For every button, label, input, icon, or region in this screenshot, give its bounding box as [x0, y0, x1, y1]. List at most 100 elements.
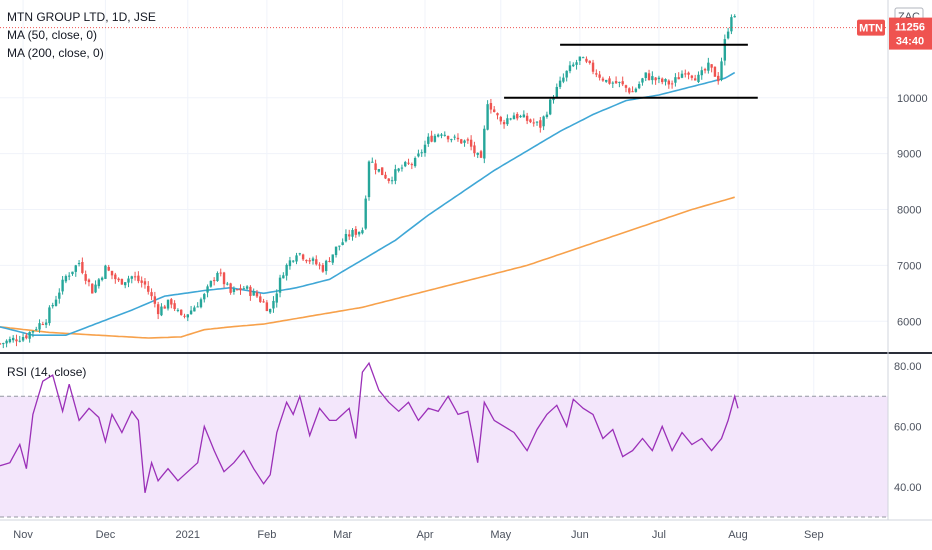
candle-body[interactable] [18, 340, 21, 342]
candle-body[interactable] [219, 272, 222, 274]
candle-body[interactable] [180, 309, 183, 315]
candle-body[interactable] [446, 135, 450, 140]
candle-body[interactable] [354, 228, 358, 235]
candle-body[interactable] [143, 281, 147, 285]
candle-body[interactable] [717, 75, 720, 82]
rsi-legend[interactable]: RSI (14, close) [7, 365, 87, 379]
candle-body[interactable] [670, 83, 674, 85]
candle-body[interactable] [390, 180, 394, 182]
candle-body[interactable] [535, 121, 539, 123]
candle-body[interactable] [252, 291, 255, 296]
candle-body[interactable] [71, 271, 74, 275]
candle-body[interactable] [107, 266, 110, 271]
candle-body[interactable] [48, 307, 51, 324]
candle-body[interactable] [469, 139, 473, 147]
candle-body[interactable] [285, 264, 288, 276]
candle-body[interactable] [239, 288, 242, 291]
candle-body[interactable] [450, 139, 453, 141]
candle-body[interactable] [473, 145, 476, 154]
candle-body[interactable] [697, 74, 700, 83]
candle-body[interactable] [397, 168, 400, 171]
candle-body[interactable] [147, 285, 150, 292]
candle-body[interactable] [618, 81, 621, 83]
candle-body[interactable] [199, 299, 203, 308]
candle-body[interactable] [644, 72, 647, 78]
candle-body[interactable] [565, 70, 568, 78]
candle-body[interactable] [512, 115, 516, 120]
candle-body[interactable] [664, 79, 667, 82]
candle-body[interactable] [595, 73, 598, 75]
candle-body[interactable] [94, 284, 97, 293]
candle-body[interactable] [275, 293, 278, 303]
candle-body[interactable] [661, 78, 664, 83]
candle-body[interactable] [687, 72, 690, 75]
candle-body[interactable] [84, 274, 87, 281]
candle-body[interactable] [539, 120, 542, 128]
candle-body[interactable] [35, 329, 38, 331]
candle-body[interactable] [707, 62, 710, 71]
candle-body[interactable] [196, 306, 199, 308]
candle-body[interactable] [311, 258, 315, 261]
candle-body[interactable] [621, 81, 624, 85]
candle-body[interactable] [268, 309, 272, 313]
candle-body[interactable] [41, 324, 45, 326]
candle-body[interactable] [357, 231, 361, 235]
candle-body[interactable] [400, 167, 404, 169]
candle-body[interactable] [54, 299, 58, 306]
candle-body[interactable] [348, 234, 351, 237]
candle-body[interactable] [720, 61, 723, 80]
candle-body[interactable] [713, 66, 717, 77]
candle-body[interactable] [173, 303, 176, 310]
candle-body[interactable] [127, 278, 130, 283]
candle-body[interactable] [605, 79, 608, 82]
candle-body[interactable] [232, 289, 236, 293]
candle-body[interactable] [328, 260, 331, 262]
candle-body[interactable] [420, 152, 423, 154]
candle-body[interactable] [176, 309, 180, 311]
candle-body[interactable] [305, 259, 308, 262]
candle-body[interactable] [542, 116, 545, 127]
candle-body[interactable] [212, 280, 216, 282]
candle-body[interactable] [278, 277, 282, 293]
candle-body[interactable] [123, 282, 127, 286]
candle-body[interactable] [110, 270, 114, 276]
candle-body[interactable] [667, 80, 671, 85]
candle-body[interactable] [453, 136, 456, 138]
candle-body[interactable] [367, 161, 371, 198]
candle-body[interactable] [614, 81, 618, 84]
candle-body[interactable] [133, 276, 137, 278]
candle-body[interactable] [163, 306, 166, 309]
candle-body[interactable] [578, 56, 582, 61]
candle-body[interactable] [28, 332, 31, 339]
candle-body[interactable] [97, 279, 101, 287]
candle-body[interactable] [222, 272, 226, 285]
candle-body[interactable] [206, 286, 209, 293]
candle-body[interactable] [585, 58, 588, 62]
candle-body[interactable] [684, 73, 687, 75]
candle-body[interactable] [259, 296, 262, 302]
candle-body[interactable] [733, 16, 736, 18]
candle-body[interactable] [77, 262, 81, 265]
candle-body[interactable] [236, 289, 239, 291]
candle-body[interactable] [377, 169, 381, 172]
candle-body[interactable] [25, 335, 28, 339]
candle-body[interactable] [674, 77, 677, 83]
candle-body[interactable] [0, 343, 2, 345]
candle-body[interactable] [404, 162, 407, 167]
candle-body[interactable] [361, 230, 364, 234]
candle-body[interactable] [331, 254, 334, 263]
candle-body[interactable] [242, 288, 246, 290]
candle-body[interactable] [562, 77, 565, 82]
candle-body[interactable] [2, 343, 5, 345]
candle-body[interactable] [58, 292, 61, 299]
candle-body[interactable] [166, 299, 170, 309]
candle-body[interactable] [476, 152, 479, 155]
candle-body[interactable] [321, 265, 325, 272]
candle-body[interactable] [262, 301, 265, 303]
candle-body[interactable] [351, 229, 354, 237]
candle-body[interactable] [245, 286, 249, 289]
ma200-legend[interactable]: MA (200, close, 0) [7, 46, 104, 60]
candle-body[interactable] [591, 62, 595, 72]
candle-body[interactable] [308, 260, 311, 262]
